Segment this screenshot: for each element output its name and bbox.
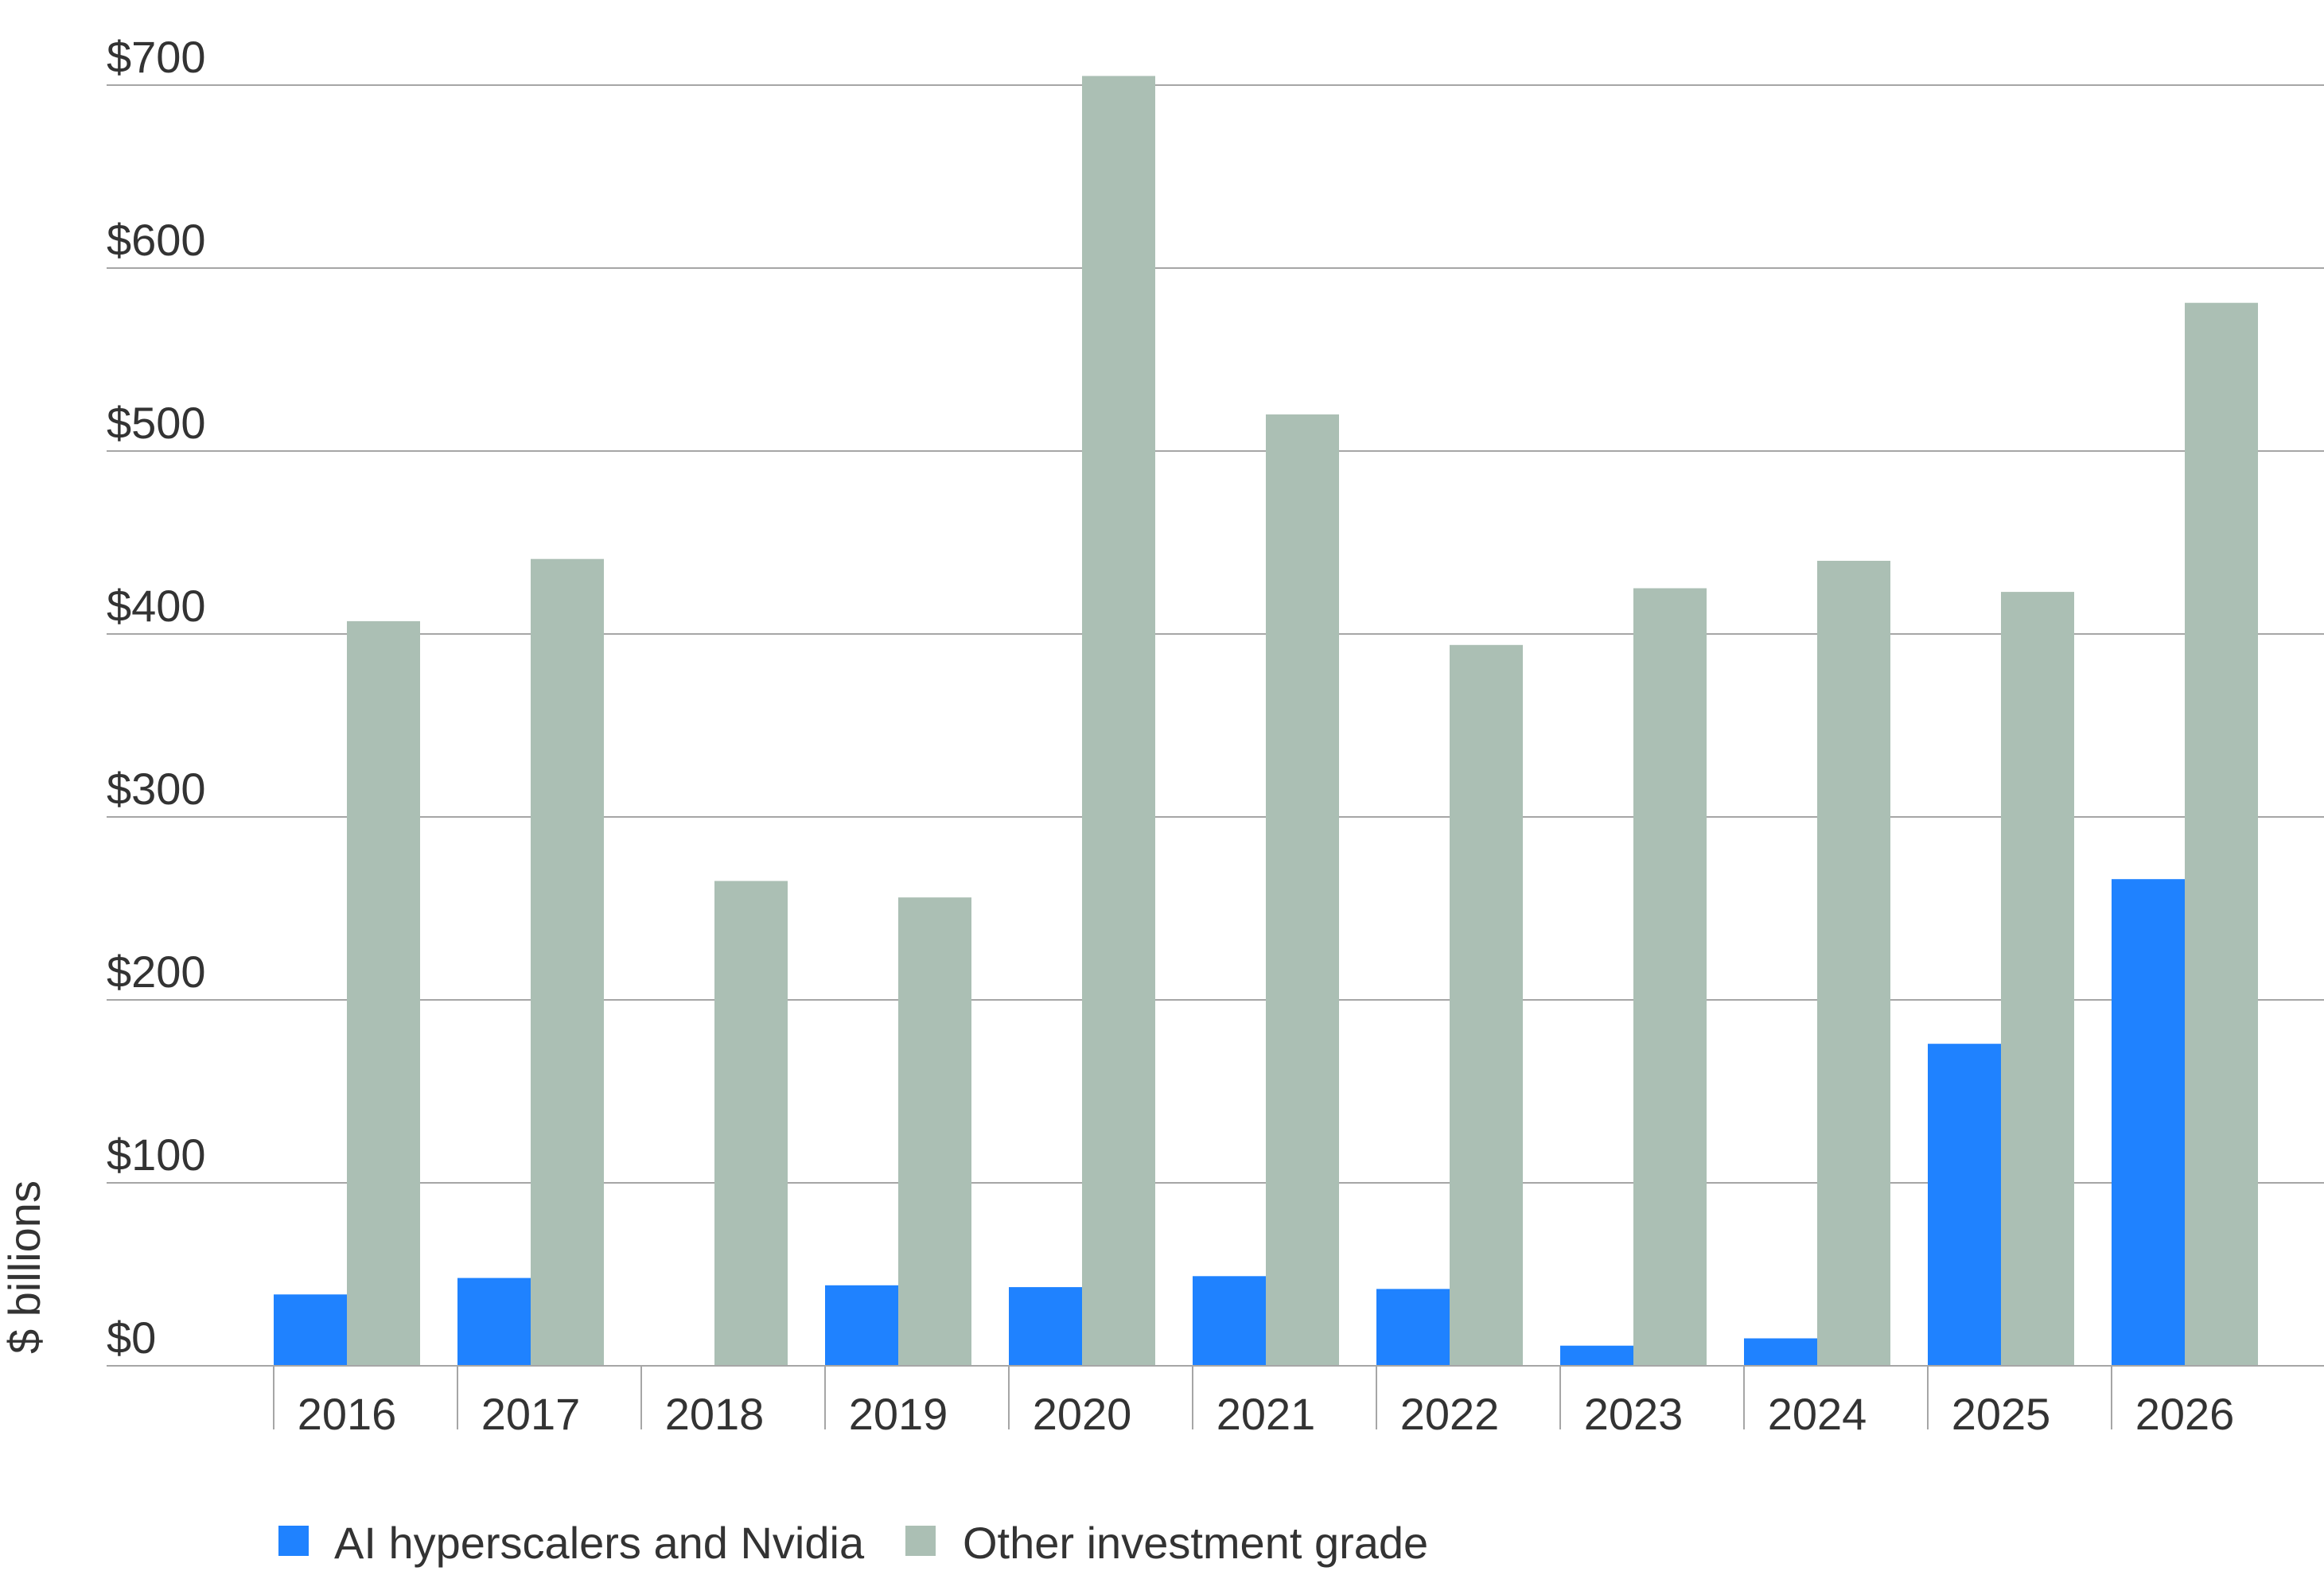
bar-ai-hyperscalers (1744, 1338, 1817, 1366)
bar-ai-hyperscalers (1009, 1287, 1082, 1366)
bar-ai-hyperscalers (825, 1285, 898, 1366)
x-tick-label: 2017 (481, 1389, 581, 1439)
legend-swatch (278, 1526, 309, 1556)
x-axis: 2016 2017 2018 2019 2020 2021 2022 2023 2024 2025… (107, 1365, 2324, 1439)
x-tick-label: 2026 (2135, 1389, 2235, 1439)
bar-ai-hyperscalers (457, 1278, 531, 1366)
y-axis-label: $ billions (0, 1180, 49, 1354)
legend-label: AI hyperscalers and Nvidia (334, 1518, 865, 1568)
y-tick-label: $200 (107, 947, 206, 997)
y-tick-label: $0 (107, 1312, 156, 1363)
bar-other-investment-grade (1450, 644, 1523, 1366)
legend-swatch (905, 1526, 936, 1556)
y-tick-label: $600 (107, 215, 206, 265)
x-tick-label: 2021 (1216, 1389, 1316, 1439)
y-tick-label: $100 (107, 1130, 206, 1180)
x-tick-label: 2025 (1952, 1389, 2051, 1439)
bar-other-investment-grade (1082, 76, 1155, 1366)
x-tick-label: 2024 (1768, 1389, 1867, 1439)
bar-ai-hyperscalers (1193, 1276, 1266, 1366)
y-tick-label: $300 (107, 764, 206, 814)
bar-ai-hyperscalers (2112, 879, 2185, 1366)
bar-other-investment-grade (1633, 588, 1707, 1366)
gridlines (107, 84, 2324, 1184)
bar-other-investment-grade (347, 620, 420, 1366)
bar-other-investment-grade (1266, 414, 1339, 1366)
bar-other-investment-grade (2001, 592, 2074, 1366)
x-tick-label: 2020 (1033, 1389, 1132, 1439)
x-tick-label: 2022 (1400, 1389, 1500, 1439)
y-tick-label: $700 (107, 32, 206, 82)
bar-ai-hyperscalers (1928, 1044, 2001, 1366)
bar-other-investment-grade (531, 558, 604, 1366)
bar-other-investment-grade (714, 881, 788, 1366)
bar-other-investment-grade (2185, 302, 2258, 1367)
bar-ai-hyperscalers (1376, 1289, 1450, 1366)
x-tick-label: 2018 (665, 1389, 765, 1439)
x-tick-label: 2019 (849, 1389, 948, 1439)
y-tick-label: $500 (107, 398, 206, 448)
bar-ai-hyperscalers (1560, 1345, 1633, 1366)
legend: AI hyperscalers and Nvidia Other investme… (278, 1518, 1428, 1568)
bars (274, 76, 2258, 1367)
bar-ai-hyperscalers (274, 1294, 347, 1366)
legend-label: Other investment grade (963, 1518, 1428, 1568)
bar-other-investment-grade (898, 897, 971, 1366)
bar-other-investment-grade (1817, 561, 1890, 1366)
x-tick-label: 2016 (298, 1389, 397, 1439)
y-axis-tick-labels: $0 $100 $200 $300 $400 $500 $600 $700 (107, 32, 206, 1363)
x-tick-label: 2023 (1584, 1389, 1684, 1439)
y-tick-label: $400 (107, 581, 206, 631)
